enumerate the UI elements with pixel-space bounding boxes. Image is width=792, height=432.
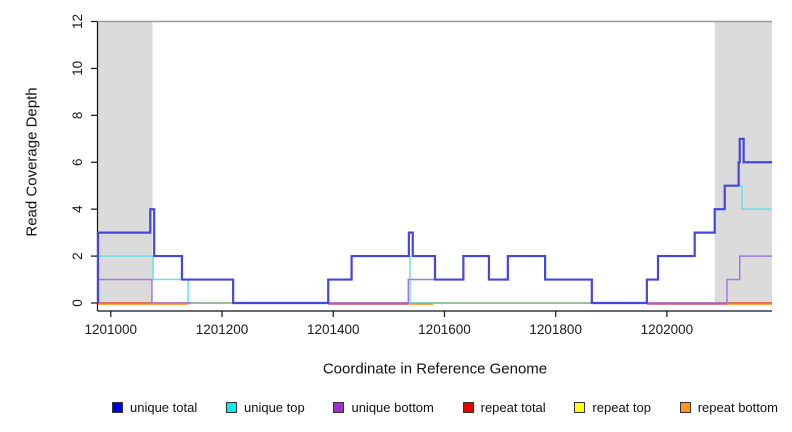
x-tick-label: 1201600 [418,322,471,337]
legend-label-unique-total: unique total [130,399,198,415]
x-tick-label: 1201200 [196,322,249,337]
legend-item-repeat-total: repeat total [462,399,546,415]
y-tick-label: 0 [70,299,85,307]
x-tick-label: 1202000 [641,322,694,337]
legend-label-repeat-total: repeat total [480,399,546,415]
legend-label-unique-bottom: unique bottom [351,399,434,415]
x-tick-label: 1201000 [85,322,138,337]
y-tick-label: 10 [70,61,85,76]
legend-item-unique-top: unique top [225,399,305,415]
legend-item-repeat-bottom: repeat bottom [679,399,778,415]
legend-swatch-repeat-top [574,401,586,413]
series-unique-total [96,137,772,305]
legend-item-unique-bottom: unique bottom [333,399,434,415]
legend-swatch-repeat-bottom [679,401,691,413]
legend-label-unique-top: unique top [243,399,305,415]
y-tick-label: 12 [70,14,85,29]
legend: unique total unique top unique bottom repea… [112,398,778,416]
x-tick-label: 1201800 [529,322,582,337]
y-tick-label: 8 [70,112,85,120]
legend-swatch-repeat-total [462,401,474,413]
legend-item-repeat-top: repeat top [574,400,651,415]
x-axis-title: Coordinate in Reference Genome [322,360,548,378]
x-tick-label: 1201400 [307,322,360,337]
legend-swatch-unique-total [112,401,123,413]
shaded-region-0 [98,21,153,304]
y-axis-title: Read Coverage Depth [23,87,41,237]
legend-label-repeat-bottom: repeat bottom [697,399,778,415]
legend-swatch-unique-bottom [333,401,345,413]
y-tick-label: 6 [70,158,85,166]
legend-label-repeat-top: repeat top [592,399,651,415]
y-tick-label: 4 [70,205,85,213]
y-tick-label: 2 [70,252,85,260]
legend-swatch-unique-top [225,401,237,413]
series-unique-top [97,184,772,304]
legend-item-unique-total: unique total [112,400,197,415]
